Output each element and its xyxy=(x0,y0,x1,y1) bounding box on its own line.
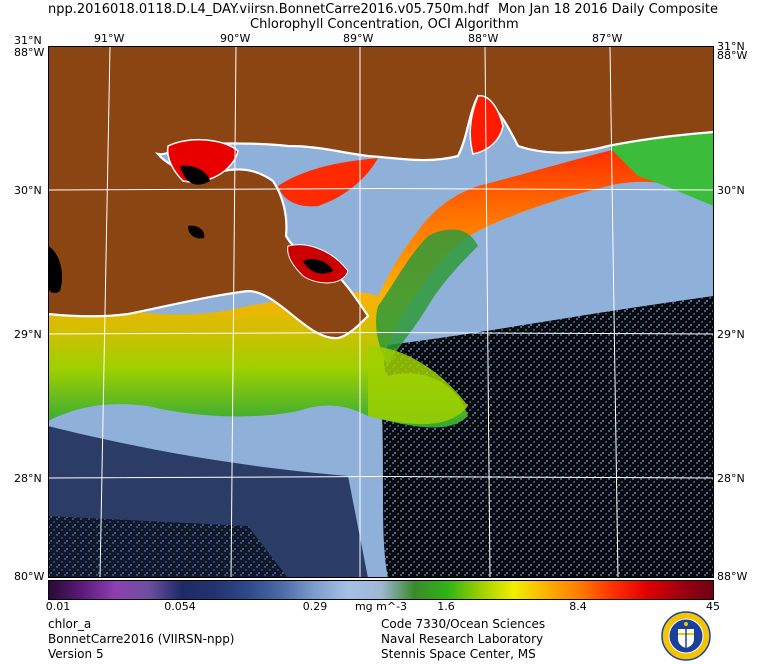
west-dark-patch xyxy=(48,246,63,294)
delta-dark-2 xyxy=(188,225,205,239)
lon-label-89w: 89°W xyxy=(343,32,374,45)
lat-label-29n-left: 29°N xyxy=(14,328,42,341)
land-mass xyxy=(48,46,714,339)
footer-region: BonnetCarre2016 (VIIRSN-npp) xyxy=(48,632,235,646)
corner-lat-top-left: 31°N xyxy=(14,34,42,47)
footer-location: Stennis Space Center, MS xyxy=(381,647,536,661)
green-fringe-east xyxy=(608,132,714,206)
lon-label-90w: 90°W xyxy=(220,32,251,45)
corner-bottom-left: 80°W xyxy=(14,570,45,583)
colorbar-tick-4: 8.4 xyxy=(569,600,587,613)
plume-yellow-lobe xyxy=(368,346,468,425)
corner-lat-top-right: 31°N xyxy=(717,40,745,53)
no-data-region-south xyxy=(378,296,714,578)
mobile-bay xyxy=(469,95,504,155)
colorbar-tick-5: 45 xyxy=(706,600,720,613)
coastal-plume xyxy=(48,132,714,428)
lon-label-88w: 88°W xyxy=(468,32,499,45)
lake-borgne xyxy=(278,158,378,207)
filename-title: npp.2016018.0118.D.L4_DAY.viirsn.BonnetC… xyxy=(48,2,489,17)
corner-lon-top-left: 88°W xyxy=(14,46,45,59)
delta-dark-1 xyxy=(303,259,333,274)
lat-label-28n-left: 28°N xyxy=(14,472,42,485)
lat-label-30n-right: 30°N xyxy=(717,184,745,197)
shelf-green xyxy=(376,229,478,366)
nrl-seal-icon xyxy=(661,611,711,661)
footer-lab: Naval Research Laboratory xyxy=(381,632,544,646)
corner-bottom-right: 88°W xyxy=(717,570,748,583)
graticule xyxy=(48,46,714,578)
colorbar-tick-3: 1.6 xyxy=(437,600,455,613)
dark-speckle-southwest xyxy=(48,516,288,578)
chlorophyll-map xyxy=(48,46,714,578)
lake-dark-patch xyxy=(180,165,210,185)
colorbar-units: mg m^-3 xyxy=(354,600,408,613)
colorbar xyxy=(48,580,714,600)
corner-lon-top-right: 88°W xyxy=(717,49,748,62)
lon-label-91w: 91°W xyxy=(94,32,125,45)
colorbar-tick-0: 0.01 xyxy=(45,600,71,613)
lat-label-28n-right: 28°N xyxy=(717,472,745,485)
composite-date: Mon Jan 18 2016 Daily Composite xyxy=(498,2,719,17)
lat-label-29n-right: 29°N xyxy=(717,328,745,341)
lon-label-87w: 87°W xyxy=(592,32,623,45)
product-subtitle: Chlorophyll Concentration, OCI Algorithm xyxy=(250,17,519,32)
footer-version: Version 5 xyxy=(48,647,104,661)
lat-label-30n-left: 30°N xyxy=(14,184,42,197)
colorbar-tick-1: 0.054 xyxy=(164,600,196,613)
map-border xyxy=(48,46,714,578)
colorbar-tick-2: 0.29 xyxy=(302,600,328,613)
footer-product: chlor_a xyxy=(48,617,92,631)
footer-code: Code 7330/Ocean Sciences xyxy=(381,617,546,631)
